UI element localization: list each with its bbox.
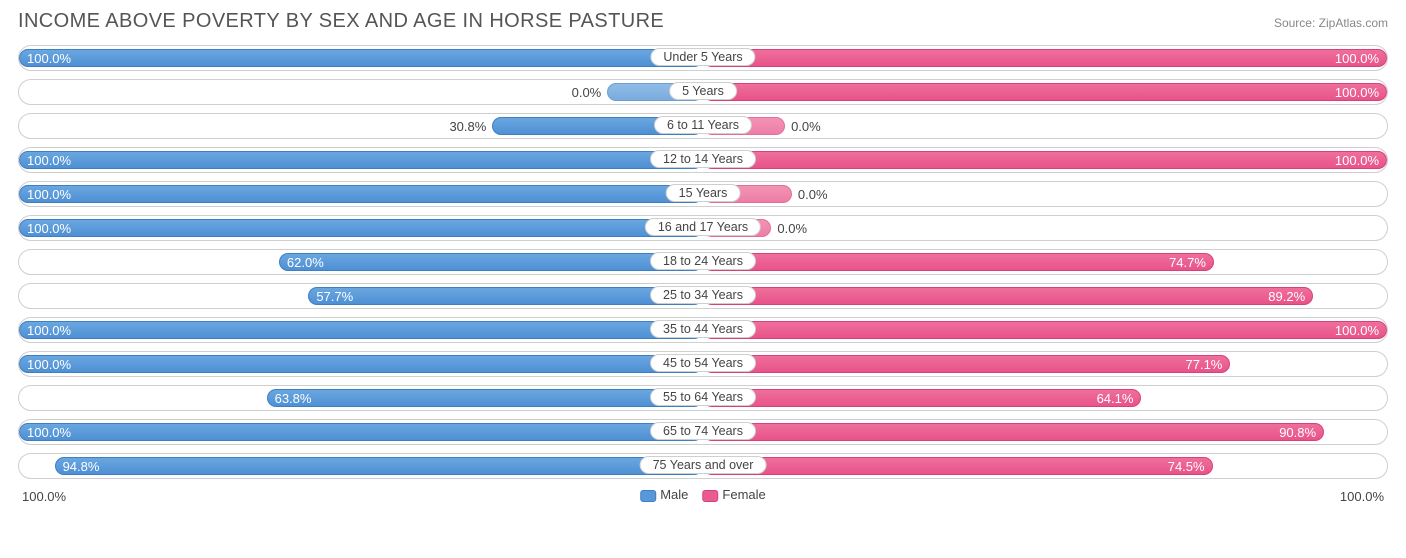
chart-row: 63.8% 64.1% 55 to 64 Years (18, 385, 1388, 411)
female-bar (703, 83, 1387, 101)
female-value-label: 0.0% (771, 216, 807, 240)
category-label: 65 to 74 Years (650, 422, 756, 440)
male-value-label: 100.0% (19, 352, 71, 376)
male-value-label: 62.0% (279, 250, 324, 274)
female-bar (703, 287, 1313, 305)
female-value-label: 89.2% (1268, 284, 1313, 308)
category-label: 25 to 34 Years (650, 286, 756, 304)
male-bar (279, 253, 703, 271)
male-bar (55, 457, 703, 475)
female-bar (703, 457, 1213, 475)
male-value-label: 63.8% (267, 386, 312, 410)
female-swatch-icon (702, 490, 718, 502)
chart-row: 100.0% 100.0% 35 to 44 Years (18, 317, 1388, 343)
male-value-label: 94.8% (55, 454, 100, 478)
category-label: 45 to 54 Years (650, 354, 756, 372)
category-label: 18 to 24 Years (650, 252, 756, 270)
female-bar (703, 253, 1214, 271)
chart-row: 100.0% 100.0% 12 to 14 Years (18, 147, 1388, 173)
chart-row: 100.0% 0.0% 15 Years (18, 181, 1388, 207)
female-bar (703, 355, 1230, 373)
male-value-label: 0.0% (572, 80, 608, 104)
axis-right-label: 100.0% (1340, 489, 1384, 504)
female-value-label: 100.0% (1335, 318, 1387, 342)
chart-row: 57.7% 89.2% 25 to 34 Years (18, 283, 1388, 309)
male-bar (19, 151, 703, 169)
category-label: 75 Years and over (640, 456, 767, 474)
male-bar (308, 287, 703, 305)
category-label: 35 to 44 Years (650, 320, 756, 338)
legend-male-label: Male (660, 487, 688, 502)
female-bar (703, 49, 1387, 67)
male-value-label: 30.8% (449, 114, 492, 138)
chart-footer: 100.0% Male Female 100.0% (18, 487, 1388, 509)
female-bar (703, 389, 1141, 407)
female-value-label: 77.1% (1186, 352, 1231, 376)
female-bar (703, 321, 1387, 339)
category-label: 12 to 14 Years (650, 150, 756, 168)
category-label: 15 Years (666, 184, 741, 202)
female-value-label: 0.0% (792, 182, 828, 206)
female-bar (703, 151, 1387, 169)
male-value-label: 100.0% (19, 420, 71, 444)
male-bar (19, 423, 703, 441)
male-bar (19, 49, 703, 67)
legend-female-label: Female (722, 487, 765, 502)
female-bar (703, 423, 1324, 441)
legend: Male Female (640, 487, 766, 502)
chart-row: 100.0% 90.8% 65 to 74 Years (18, 419, 1388, 445)
female-value-label: 74.5% (1168, 454, 1213, 478)
category-label: 6 to 11 Years (654, 116, 752, 134)
female-value-label: 100.0% (1335, 80, 1387, 104)
female-value-label: 100.0% (1335, 46, 1387, 70)
male-bar (267, 389, 703, 407)
male-value-label: 100.0% (19, 216, 71, 240)
diverging-bar-chart: 100.0% 100.0% Under 5 Years 0.0% 100.0% 5 Yea… (18, 45, 1388, 479)
male-value-label: 100.0% (19, 318, 71, 342)
category-label: 16 and 17 Years (645, 218, 761, 236)
male-bar (19, 355, 703, 373)
legend-female: Female (702, 487, 765, 502)
source-attribution: Source: ZipAtlas.com (1274, 16, 1388, 30)
male-swatch-icon (640, 490, 656, 502)
female-value-label: 100.0% (1335, 148, 1387, 172)
female-value-label: 90.8% (1279, 420, 1324, 444)
legend-male: Male (640, 487, 688, 502)
male-bar (19, 219, 703, 237)
male-bar (19, 185, 703, 203)
chart-title: INCOME ABOVE POVERTY BY SEX AND AGE IN H… (18, 10, 664, 33)
male-value-label: 100.0% (19, 182, 71, 206)
chart-row: 30.8% 0.0% 6 to 11 Years (18, 113, 1388, 139)
male-value-label: 100.0% (19, 148, 71, 172)
chart-row: 100.0% 100.0% Under 5 Years (18, 45, 1388, 71)
chart-row: 94.8% 74.5% 75 Years and over (18, 453, 1388, 479)
male-bar (19, 321, 703, 339)
female-value-label: 64.1% (1097, 386, 1142, 410)
chart-row: 100.0% 77.1% 45 to 54 Years (18, 351, 1388, 377)
female-value-label: 74.7% (1169, 250, 1214, 274)
male-value-label: 57.7% (308, 284, 353, 308)
female-value-label: 0.0% (785, 114, 821, 138)
chart-row: 100.0% 0.0% 16 and 17 Years (18, 215, 1388, 241)
category-label: 55 to 64 Years (650, 388, 756, 406)
category-label: 5 Years (669, 82, 737, 100)
male-value-label: 100.0% (19, 46, 71, 70)
chart-row: 0.0% 100.0% 5 Years (18, 79, 1388, 105)
chart-row: 62.0% 74.7% 18 to 24 Years (18, 249, 1388, 275)
axis-left-label: 100.0% (22, 489, 66, 504)
category-label: Under 5 Years (650, 48, 755, 66)
